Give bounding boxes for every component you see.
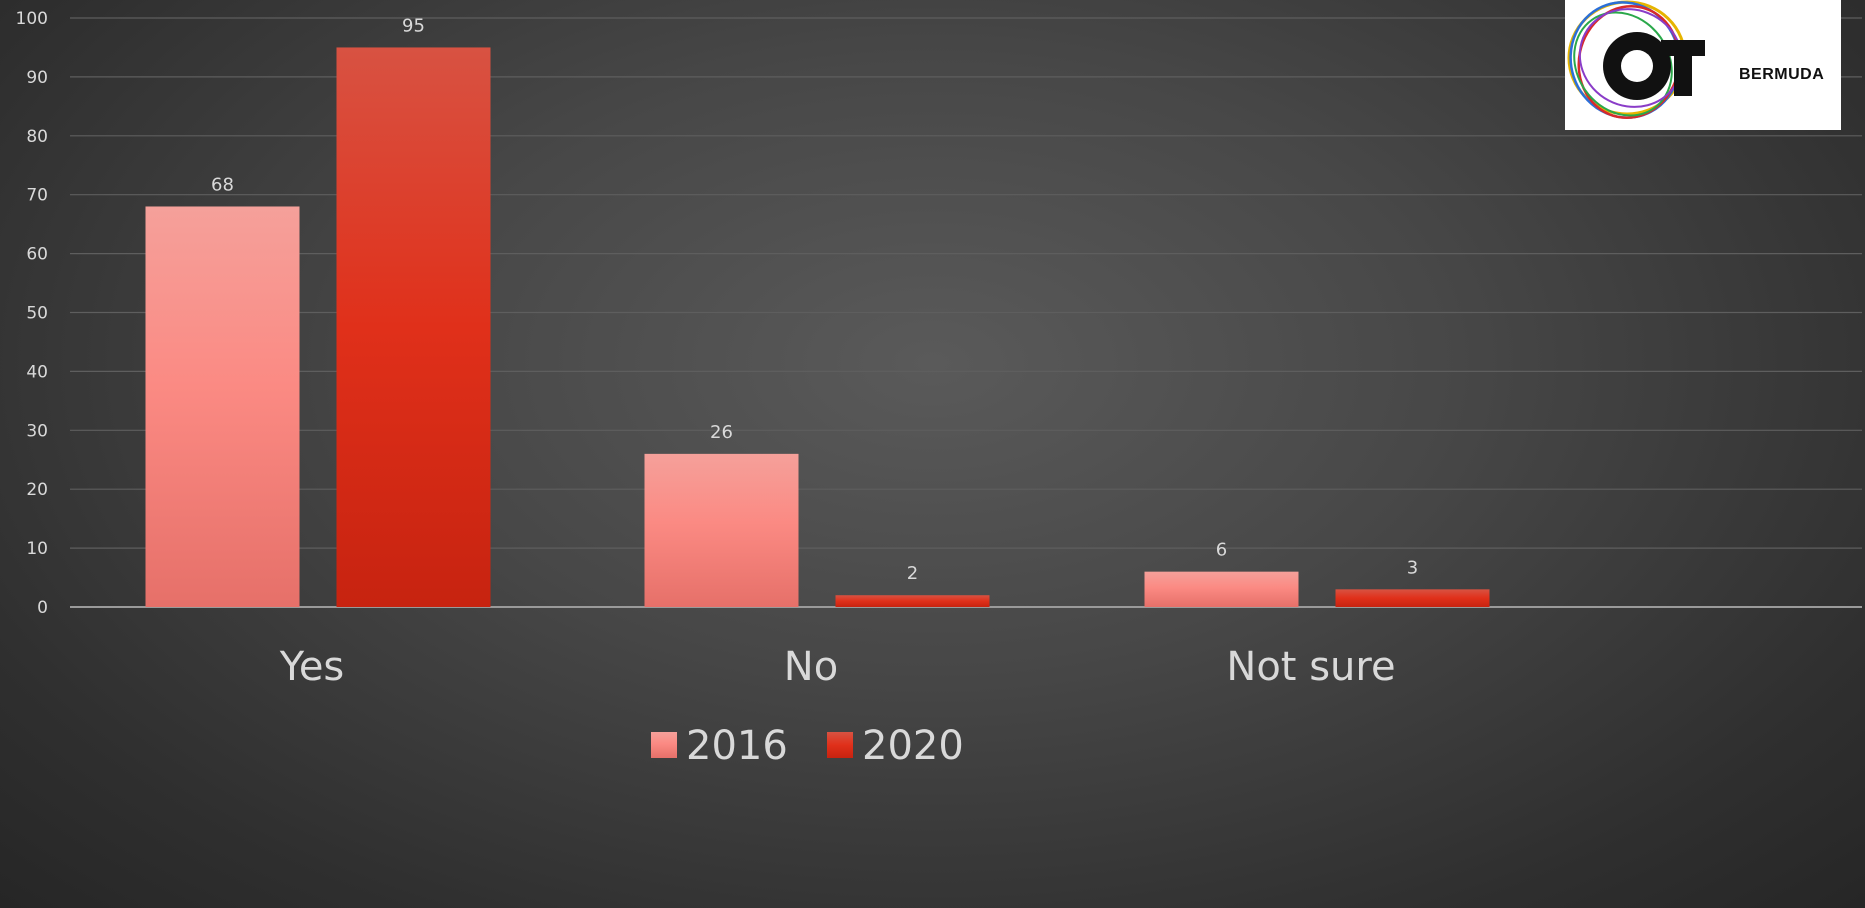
bars xyxy=(145,47,1490,608)
y-tick-label: 90 xyxy=(26,68,48,88)
data-label: 3 xyxy=(1407,557,1418,578)
legend-swatch-2020 xyxy=(827,732,853,758)
y-tick-label: 40 xyxy=(26,362,48,382)
data-label: 26 xyxy=(710,422,733,443)
data-label: 2 xyxy=(907,563,918,584)
y-tick-label: 60 xyxy=(26,245,48,265)
legend-swatch-2016 xyxy=(651,732,677,758)
bar-2020-not-sure xyxy=(1335,589,1490,607)
y-tick-label: 50 xyxy=(26,304,48,324)
bar-2016-no xyxy=(644,453,799,607)
y-tick-label: 100 xyxy=(16,9,48,29)
logo-text: BERMUDA xyxy=(1739,66,1825,83)
y-tick-label: 10 xyxy=(26,539,48,559)
legend: 2016 2020 xyxy=(651,723,964,769)
y-tick-label: 70 xyxy=(26,186,48,206)
data-label: 68 xyxy=(211,174,234,195)
x-tick-label: Not sure xyxy=(1226,644,1395,690)
y-tick-label: 0 xyxy=(37,598,48,618)
x-axis-ticks: Yes No Not sure xyxy=(279,644,1396,690)
x-tick-label: No xyxy=(784,644,838,690)
data-label: 6 xyxy=(1216,540,1227,561)
bar-2016-not-sure xyxy=(1144,571,1299,607)
out-bermuda-logo: BERMUDA xyxy=(1565,0,1841,130)
bar-2020-yes xyxy=(336,47,491,607)
bar-2020-no xyxy=(835,595,990,607)
legend-label-2016: 2016 xyxy=(686,723,788,769)
y-tick-label: 30 xyxy=(26,421,48,441)
data-label: 95 xyxy=(402,15,425,36)
bar-2016-yes xyxy=(145,206,300,608)
y-axis-ticks: 0 10 20 30 40 50 60 70 80 90 100 xyxy=(16,9,48,618)
x-tick-label: Yes xyxy=(279,644,345,690)
legend-label-2020: 2020 xyxy=(862,723,964,769)
y-tick-label: 20 xyxy=(26,480,48,500)
data-labels: 68 26 6 95 2 3 xyxy=(211,15,1418,584)
y-tick-label: 80 xyxy=(26,127,48,147)
logo-graphic xyxy=(1567,0,1705,120)
